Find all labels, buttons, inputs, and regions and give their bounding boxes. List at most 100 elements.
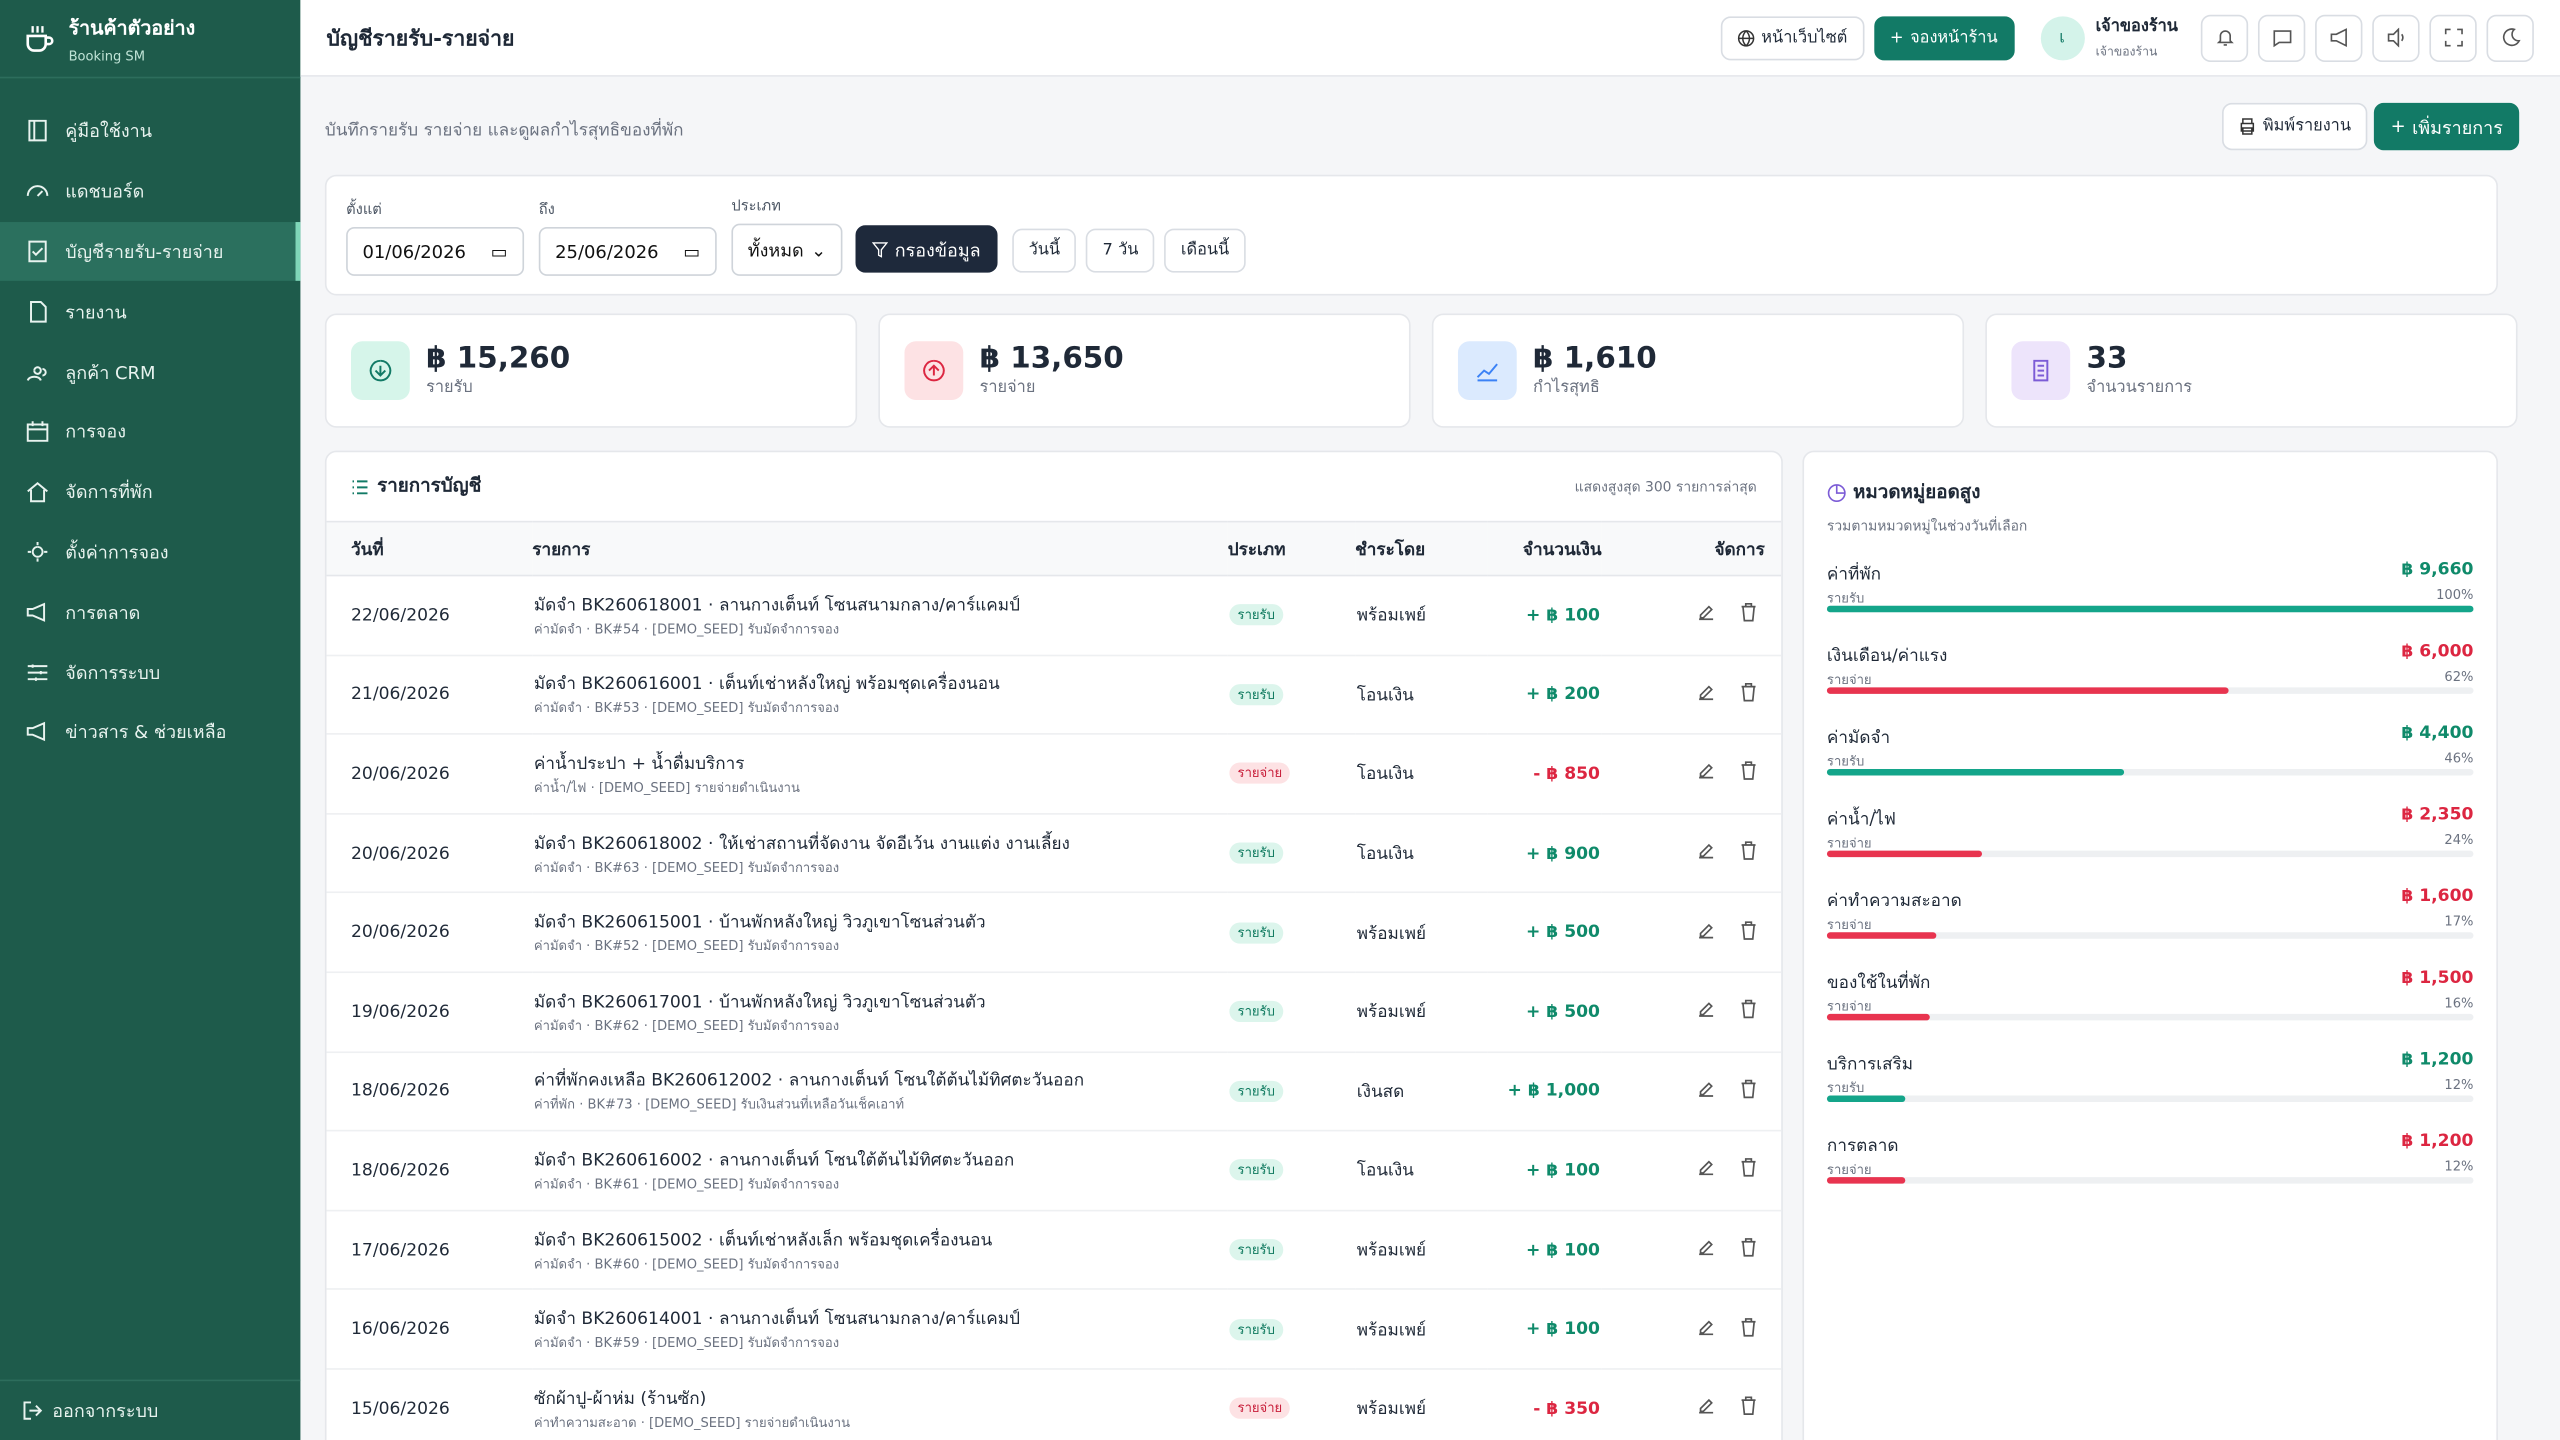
progress-bar	[1826, 932, 1937, 939]
edit-button[interactable]	[1696, 1399, 1716, 1423]
item-sub: ค่ามัดจำ · BK#52 · [DEMO_SEED] รับมัดจำก…	[533, 939, 840, 954]
delete-button[interactable]	[1739, 762, 1759, 788]
icon	[26, 365, 47, 381]
amount: + ฿ 1,000	[1487, 1051, 1602, 1132]
delete-button[interactable]	[1739, 1396, 1759, 1423]
apply-button[interactable]: กรองข้อมูล	[855, 225, 998, 273]
type: รายรับ	[1227, 1289, 1356, 1370]
quick-filter[interactable]: วันนี้	[1012, 228, 1077, 273]
delete-button[interactable]	[1739, 1000, 1759, 1026]
from-input[interactable]: 01/06/2026 ▭	[346, 226, 525, 276]
ledger-row: 20/06/2026 มัดจำ BK260618002 · ให้เช่าสถา…	[326, 813, 1782, 894]
speaker-icon	[2386, 27, 2403, 48]
delete-button[interactable]	[1739, 920, 1759, 947]
amount: + ฿ 500	[1487, 972, 1602, 1053]
quick-filters: วันนี้ 7 วัน เดือนนี้	[1012, 228, 1246, 273]
edit-button[interactable]	[1696, 1002, 1716, 1026]
edit-button[interactable]	[1696, 605, 1716, 629]
sound-button[interactable]	[2372, 13, 2420, 62]
nav-item[interactable]: แดชบอร์ด	[0, 161, 300, 221]
icon	[1741, 1000, 1756, 1019]
payment: โอนเงิน	[1355, 1130, 1488, 1212]
payment: โอนเงิน	[1355, 734, 1488, 815]
delete-button[interactable]	[1739, 603, 1759, 629]
to-value: 25/06/2026	[555, 240, 659, 263]
icon	[1741, 1238, 1756, 1257]
nav-item[interactable]: รายงาน	[0, 281, 300, 341]
date: 15/06/2026	[326, 1368, 533, 1440]
to-label: ถึง	[538, 202, 555, 219]
theme-button[interactable]	[2486, 13, 2534, 62]
delete-button[interactable]	[1739, 841, 1759, 867]
icon	[27, 482, 48, 503]
icon	[1741, 762, 1756, 781]
logout[interactable]: ออกจากระบบ	[0, 1379, 301, 1440]
announce-button[interactable]	[2315, 13, 2363, 62]
category: การตลาด ฿ 1,200 รายจ่าย 12%	[1826, 1131, 2474, 1213]
ledger-row: 21/06/2026 มัดจำ BK260616001 · เต็นท์เช่า…	[326, 654, 1782, 735]
ledger-card: รายการบัญชี แสดงสูงสุด 300 รายการล่าสุด …	[324, 450, 1783, 1440]
nav-label: รายงาน	[65, 301, 127, 323]
ledger-row: 19/06/2026 มัดจำ BK260617001 · บ้านพักหลั…	[326, 972, 1782, 1053]
to-input[interactable]: 25/06/2026 ▭	[538, 226, 717, 276]
edit-button[interactable]	[1696, 1161, 1716, 1185]
fullscreen-button[interactable]	[2429, 13, 2477, 62]
edit-button[interactable]	[1696, 923, 1716, 947]
print-button[interactable]: พิมพ์รายงาน	[2222, 102, 2368, 151]
nav-item[interactable]: จัดการระบบ	[0, 642, 300, 702]
icon	[26, 602, 46, 622]
progress-bar	[1826, 1013, 1931, 1021]
book-button[interactable]: + จองหน้าร้าน	[1873, 15, 2014, 60]
category-pct: 24%	[2444, 832, 2474, 848]
nav-item[interactable]: จัดการที่พัก	[0, 462, 300, 522]
delete-button[interactable]	[1739, 1238, 1759, 1264]
delete-button[interactable]	[1739, 1317, 1759, 1343]
type-badge: รายรับ	[1229, 1239, 1284, 1261]
edit-button[interactable]	[1696, 1319, 1716, 1343]
actions	[1601, 654, 1782, 735]
icon	[1699, 843, 1714, 859]
notifications-button[interactable]	[2200, 13, 2249, 62]
nav-item[interactable]: ตั้งค่าการจอง	[0, 522, 300, 582]
nav-label: การจอง	[65, 421, 126, 444]
actions	[1601, 575, 1782, 656]
nav-item[interactable]: การจอง	[0, 402, 300, 462]
add-button[interactable]: + เพิ่มรายการ	[2374, 102, 2520, 151]
type-select[interactable]: ทั้งหมด ⌄	[731, 223, 843, 276]
brand-icon	[26, 25, 54, 52]
content: บันทึกรายรับ รายจ่าย และดูผลกำไรสุทธิของ…	[300, 77, 2560, 1440]
nav-item[interactable]: ลูกค้า CRM	[0, 342, 300, 402]
nav-item[interactable]: บัญชีรายรับ-รายจ่าย	[0, 221, 301, 282]
user[interactable]: เ เจ้าของร้าน เจ้าของร้าน	[2040, 14, 2178, 61]
add-label: เพิ่มรายการ	[2412, 116, 2503, 138]
icon	[1699, 1319, 1714, 1335]
quick-filter[interactable]: 7 วัน	[1086, 228, 1155, 273]
stat-text: ฿ 15,260 รายรับ	[426, 341, 570, 400]
from-label: ตั้งแต่	[346, 202, 382, 219]
type: รายรับ	[1227, 1130, 1356, 1212]
progress-track	[1826, 850, 2474, 858]
payment: พร้อมเพย์	[1355, 1289, 1488, 1370]
nav-item[interactable]: ข่าวสาร & ช่วยเหลือ	[0, 702, 300, 762]
user-name: เจ้าของร้าน	[2095, 17, 2178, 36]
messages-button[interactable]	[2257, 13, 2306, 62]
edit-button[interactable]	[1696, 1081, 1716, 1105]
item: ค่าที่พักคงเหลือ BK260612002 · ลานกางเต็…	[532, 1051, 1228, 1132]
stat-icon	[904, 341, 964, 400]
delete-button[interactable]	[1739, 1158, 1759, 1185]
delete-button[interactable]	[1739, 1079, 1759, 1105]
website-button[interactable]: หน้าเว็บไซต์	[1720, 15, 1864, 60]
payment: พร้อมเพย์	[1355, 575, 1488, 656]
edit-button[interactable]	[1696, 685, 1716, 709]
edit-button[interactable]	[1696, 764, 1716, 788]
stat-icon	[351, 341, 410, 400]
edit-button[interactable]	[1696, 843, 1716, 867]
delete-button[interactable]	[1739, 682, 1759, 709]
nav-item[interactable]: คู่มือใช้งาน	[0, 101, 300, 161]
bell-icon	[2215, 30, 2233, 46]
edit-button[interactable]	[1696, 1240, 1716, 1264]
category-name: ของใช้ในที่พัก	[1826, 973, 1931, 993]
nav-item[interactable]: การตลาด	[0, 582, 300, 642]
quick-filter[interactable]: เดือนนี้	[1164, 228, 1246, 273]
item-sub: ค่าทำความสะอาด · [DEMO_SEED] รายจ่ายดำเน…	[533, 1415, 851, 1430]
